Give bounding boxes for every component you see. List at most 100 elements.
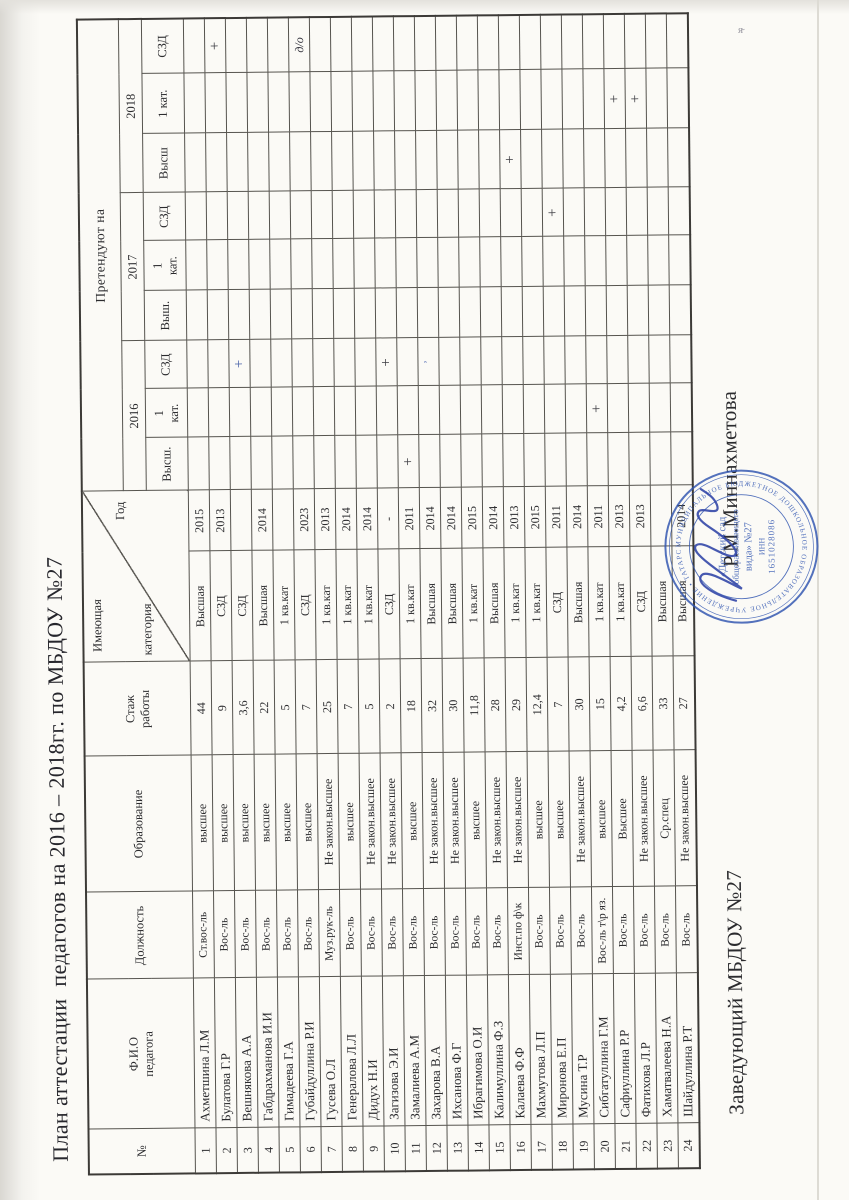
claim-2018-vyssh	[352, 131, 375, 191]
claim-2017-vysh	[438, 287, 460, 338]
current-category-year: 2014	[419, 487, 441, 550]
teacher-position: Вос-ль	[549, 887, 572, 975]
claim-2018-vyssh	[331, 131, 354, 191]
claim-2016-1kat	[670, 383, 692, 433]
claim-2017-vysh	[333, 288, 355, 339]
stamp-center-3: вида» №27	[743, 522, 755, 571]
claim-2016-1kat	[292, 387, 314, 437]
claim-2017-1kat	[311, 238, 334, 290]
claim-2016-1kat	[187, 388, 209, 438]
row-number: 15	[488, 1125, 511, 1171]
teacher-experience: 9	[211, 661, 234, 756]
header-position: Должность	[86, 891, 194, 980]
teacher-experience: 30	[568, 657, 591, 752]
claim-2017-1kat	[500, 236, 523, 288]
claim-2016-1kat	[250, 387, 272, 437]
claim-2017-vysh	[480, 287, 502, 338]
claim-2018-szd	[246, 17, 268, 73]
teacher-position: Вос-ль т\р яз.	[591, 887, 614, 975]
claim-2016-szd	[543, 336, 566, 385]
header-2017-szd: СЗД	[143, 192, 186, 241]
claim-2016-vyssh	[355, 435, 378, 489]
row-number: 18	[551, 1124, 574, 1170]
row-number: 7	[320, 1126, 343, 1173]
claim-2017-1kat	[647, 235, 670, 286]
current-category-year: 2014	[335, 488, 357, 550]
teacher-education: высшее	[548, 751, 571, 888]
teacher-experience: 29	[505, 657, 528, 753]
row-number: 14	[467, 1125, 490, 1171]
teacher-experience: 5	[358, 659, 381, 754]
stamp-center-2: общеразвивающего	[730, 509, 741, 584]
teacher-education: высшее	[338, 753, 361, 890]
teacher-position: Вос-ль	[675, 886, 698, 974]
claim-2017-vysh	[228, 289, 250, 341]
claim-2016-1kat	[628, 383, 650, 433]
teacher-position: Вос-ль	[234, 890, 257, 979]
claim-2016-vyssh	[187, 437, 210, 491]
claim-2018-vyssh	[184, 133, 207, 193]
claim-2018-1kat	[225, 72, 248, 134]
claim-2017-szd	[332, 190, 354, 239]
stamp-center-1: «Детский сад	[717, 516, 729, 577]
claim-2017-vysh	[396, 288, 418, 339]
teacher-education: Не закон.высшее	[506, 751, 529, 889]
claim-2017-1kat	[479, 237, 502, 288]
claim-2017-vysh	[354, 288, 376, 339]
claim-2016-1kat	[313, 386, 335, 437]
header-current-category: Имеющая Год категория	[81, 490, 191, 663]
claim-2017-1kat	[668, 235, 691, 286]
row-number: 19	[572, 1124, 595, 1170]
row-number: 13	[446, 1125, 469, 1171]
claim-2017-szd	[458, 189, 480, 238]
claim-2018-vyssh	[625, 128, 648, 188]
claim-2016-1kat: +	[586, 384, 608, 434]
claim-2016-1kat	[607, 383, 629, 434]
current-category: Высшая	[251, 550, 275, 661]
current-category-year: 2014	[440, 487, 462, 549]
current-category-year: 2011	[398, 488, 420, 550]
claim-2018-vyssh	[394, 131, 417, 191]
claim-2016-1kat	[523, 384, 545, 434]
teacher-experience: 15	[589, 657, 612, 752]
teacher-education: Не закон.высшее	[485, 752, 508, 889]
row-number: 10	[383, 1126, 406, 1172]
claim-2017-1kat	[563, 236, 586, 287]
claim-2017-szd	[374, 190, 396, 239]
claim-2018-szd	[519, 14, 541, 70]
header-2016-1kat: 1 кат.	[145, 388, 188, 438]
claim-2017-1kat	[290, 239, 313, 290]
claim-2017-szd	[269, 191, 291, 240]
teacher-education: высшее	[464, 752, 487, 889]
claim-2018-szd	[351, 16, 373, 72]
claim-2016-1kat	[460, 385, 482, 435]
claim-2018-vyssh	[415, 130, 438, 191]
claim-2018-vyssh	[310, 131, 333, 192]
teacher-position: Вос-ль	[402, 889, 425, 977]
claim-2018-1kat: +	[624, 68, 647, 129]
teacher-education: высшее	[191, 755, 214, 892]
claim-2017-vysh	[564, 286, 586, 337]
claim-2017-vysh	[249, 289, 271, 340]
claim-2016-szd	[669, 335, 692, 384]
claim-2018-szd	[477, 15, 499, 71]
row-number: 8	[341, 1126, 364, 1172]
current-category: 1 кв.кат	[503, 547, 527, 659]
teacher-education: высшее	[254, 754, 277, 891]
teacher-position: Вос-ль	[276, 890, 299, 978]
claim-2016-szd	[438, 337, 461, 386]
claim-2018-szd	[330, 16, 352, 72]
claim-2016-vyssh	[334, 435, 357, 489]
row-number: 3	[236, 1127, 259, 1173]
current-category-year: 2014	[566, 486, 588, 548]
teacher-position: Вос-ль	[423, 888, 446, 977]
claim-2016-szd	[186, 340, 209, 389]
claim-2017-szd: +	[542, 188, 564, 237]
header-2018-1kat: 1 кат.	[141, 73, 185, 134]
claim-2017-vysh	[459, 287, 481, 338]
claim-2016-vyssh: +	[397, 435, 420, 489]
claim-2016-vyssh	[418, 434, 441, 489]
current-category-year: 2014	[482, 487, 504, 549]
claim-2018-1kat	[582, 69, 605, 130]
teacher-position: Вос-ль	[297, 890, 320, 978]
